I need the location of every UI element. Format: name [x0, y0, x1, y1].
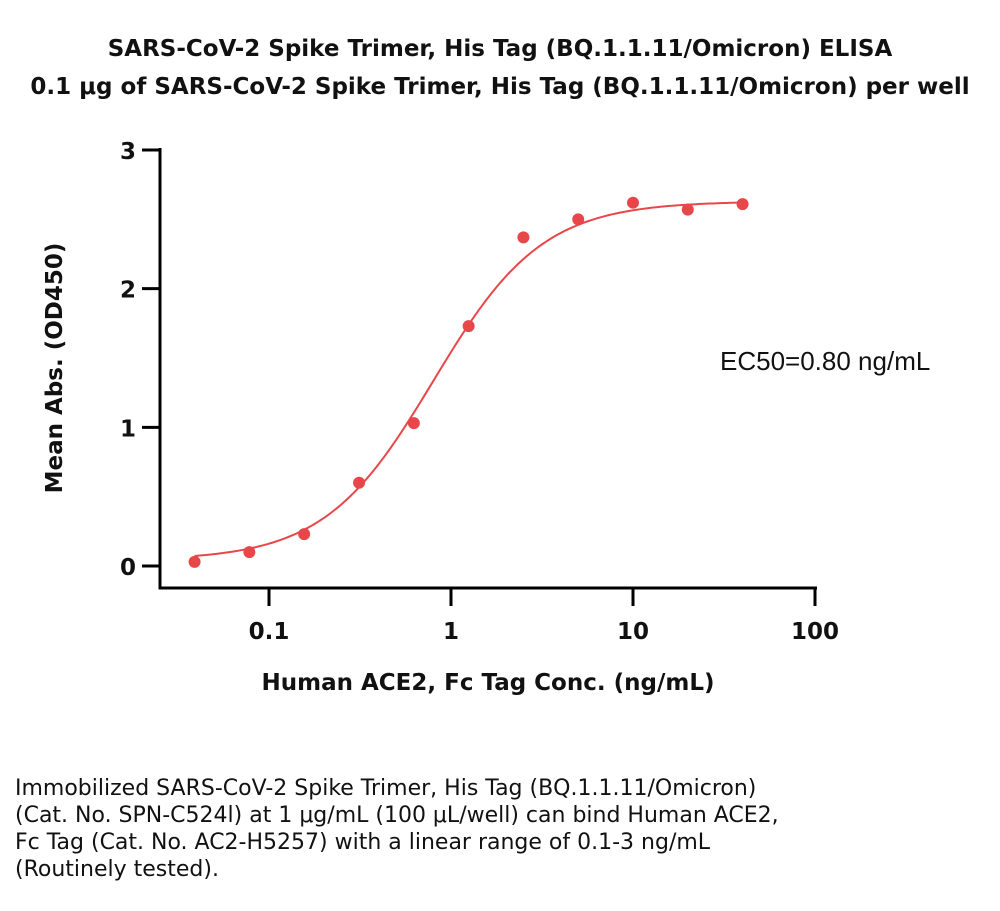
data-point: [572, 213, 585, 226]
y-tick-label: 0: [120, 555, 136, 581]
data-point: [298, 528, 311, 541]
data-point: [243, 546, 256, 559]
caption-line: (Routinely tested).: [15, 857, 219, 882]
data-point: [627, 196, 639, 209]
data-point: [462, 320, 475, 333]
ec50-annotation: EC50=0.80 ng/mL: [720, 346, 930, 376]
x-tick-label: 1: [443, 619, 459, 645]
data-point: [517, 231, 530, 244]
x-tick-label: 0.1: [249, 619, 290, 645]
figure-caption: Immobilized SARS-CoV-2 Spike Trimer, His…: [15, 775, 975, 883]
y-tick-label: 1: [120, 416, 136, 442]
fit-curve: [194, 201, 743, 558]
x-tick-label: 100: [791, 619, 839, 645]
chart-title: SARS-CoV-2 Spike Trimer, His Tag (BQ.1.1…: [107, 36, 893, 62]
caption-line: Immobilized SARS-CoV-2 Spike Trimer, His…: [15, 776, 757, 801]
x-tick-label: 10: [617, 619, 649, 645]
data-point: [188, 555, 201, 568]
y-tick-label: 2: [120, 278, 136, 304]
data-point: [681, 203, 694, 216]
y-tick-label: 3: [120, 139, 136, 165]
x-axis-label: Human ACE2, Fc Tag Conc. (ng/mL): [261, 670, 714, 696]
data-point: [736, 198, 749, 211]
chart-subtitle: 0.1 μg of SARS-CoV-2 Spike Trimer, His T…: [30, 74, 970, 100]
caption-line: Fc Tag (Cat. No. AC2-H5257) with a linea…: [15, 830, 711, 855]
caption-line: (Cat. No. SPN-C524l) at 1 μg/mL (100 μL/…: [15, 803, 779, 828]
data-point: [353, 476, 366, 489]
data-point: [407, 417, 420, 430]
y-axis-label: Mean Abs. (OD450): [42, 243, 68, 494]
